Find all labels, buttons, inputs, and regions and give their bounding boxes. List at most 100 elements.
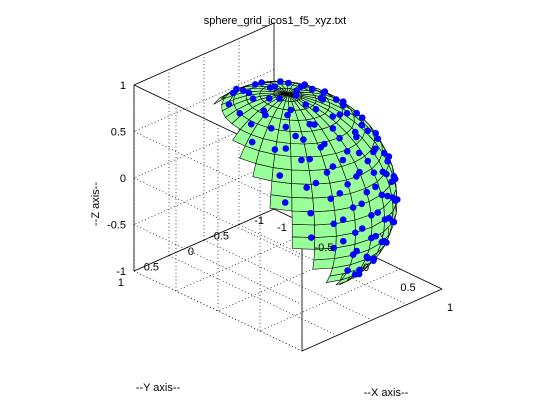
- data-point: [383, 170, 390, 178]
- data-point: [372, 129, 380, 137]
- z-tick-label: -1: [116, 266, 126, 278]
- data-point: [302, 101, 310, 108]
- data-point: [363, 188, 371, 196]
- tick-labels: -1-0.500.51-1-0.500.51-1-0.500.51: [107, 80, 453, 314]
- data-point: [282, 123, 290, 131]
- data-point: [390, 173, 398, 180]
- z-tick-label: 1: [120, 80, 126, 92]
- data-point: [236, 110, 244, 117]
- data-point: [225, 101, 233, 108]
- data-point: [276, 172, 284, 179]
- data-point: [356, 266, 363, 274]
- chart-title: sphere_grid_icos1_f5_xyz.txt: [204, 15, 346, 27]
- data-point: [258, 79, 265, 86]
- sphere-face: [276, 129, 291, 144]
- data-point: [282, 145, 290, 152]
- data-point: [293, 87, 300, 95]
- data-point: [370, 255, 378, 263]
- data-point: [329, 125, 337, 132]
- data-point: [281, 199, 289, 206]
- sphere-face: [270, 180, 293, 198]
- data-point: [339, 216, 347, 223]
- data-point: [319, 96, 327, 103]
- x-tick-label: 1: [447, 302, 453, 314]
- data-point: [323, 169, 331, 176]
- data-point: [368, 212, 375, 219]
- data-point: [312, 106, 320, 113]
- data-point: [268, 125, 275, 132]
- data-point: [384, 192, 391, 200]
- sphere-face: [291, 183, 314, 199]
- data-point: [343, 110, 351, 117]
- data-point: [343, 148, 351, 155]
- data-point: [285, 79, 292, 87]
- data-point: [358, 225, 366, 232]
- z-tick-label: -0.5: [107, 220, 126, 232]
- x-tick-label: -0.5: [315, 242, 334, 254]
- data-point: [356, 168, 363, 176]
- data-point: [352, 229, 359, 236]
- data-point: [307, 209, 314, 217]
- data-point: [306, 155, 314, 163]
- data-point: [349, 251, 357, 258]
- data-point: [329, 113, 337, 120]
- data-point: [301, 81, 309, 88]
- data-point: [358, 200, 366, 208]
- x-tick-label: 0: [363, 262, 369, 274]
- data-point: [364, 127, 372, 135]
- data-point: [300, 136, 307, 143]
- data-point: [389, 194, 397, 201]
- data-point: [276, 95, 283, 102]
- y-tick-label: -1: [254, 215, 264, 227]
- data-point: [332, 96, 340, 103]
- z-tick-label: 0: [120, 173, 126, 185]
- data-point: [266, 84, 274, 91]
- y-axis-label: --Y axis--: [136, 382, 181, 394]
- data-point: [312, 179, 320, 187]
- data-point: [308, 234, 315, 241]
- sphere-face: [272, 154, 292, 171]
- data-point: [385, 153, 393, 160]
- y-tick-label: 0.5: [144, 262, 159, 274]
- data-point: [233, 85, 240, 93]
- data-point: [266, 95, 273, 102]
- data-point: [317, 144, 325, 151]
- data-point: [298, 156, 305, 164]
- data-point: [330, 244, 338, 252]
- data-point: [340, 237, 347, 245]
- data-point: [351, 128, 359, 136]
- data-point: [247, 120, 255, 128]
- data-point: [245, 89, 253, 97]
- data-point: [349, 204, 357, 211]
- x-tick-label: 0.5: [400, 282, 415, 294]
- data-point: [321, 88, 329, 95]
- data-point: [370, 148, 377, 156]
- data-point: [240, 87, 247, 94]
- data-point: [251, 81, 259, 88]
- data-point: [330, 220, 338, 228]
- data-point: [374, 209, 382, 216]
- data-point: [277, 78, 284, 85]
- data-point: [249, 95, 257, 102]
- data-point: [260, 107, 268, 114]
- y-tick-label: -0.5: [210, 231, 229, 243]
- data-point: [389, 218, 397, 226]
- data-point: [368, 234, 375, 242]
- data-point: [381, 149, 388, 157]
- data-point: [370, 169, 378, 176]
- x-tick-label: -1: [277, 222, 287, 234]
- data-point: [344, 181, 351, 188]
- grid-line: [168, 255, 338, 336]
- data-point: [327, 195, 335, 202]
- data-point: [381, 216, 389, 223]
- data-point: [340, 98, 347, 105]
- sphere-face: [291, 197, 315, 213]
- data-points: [225, 78, 401, 278]
- data-point: [284, 111, 291, 119]
- z-tick-label: 0.5: [111, 127, 126, 139]
- data-point: [329, 163, 337, 170]
- data-point: [378, 238, 386, 246]
- data-point: [336, 190, 344, 197]
- sphere-face: [312, 258, 335, 270]
- data-point: [358, 114, 366, 121]
